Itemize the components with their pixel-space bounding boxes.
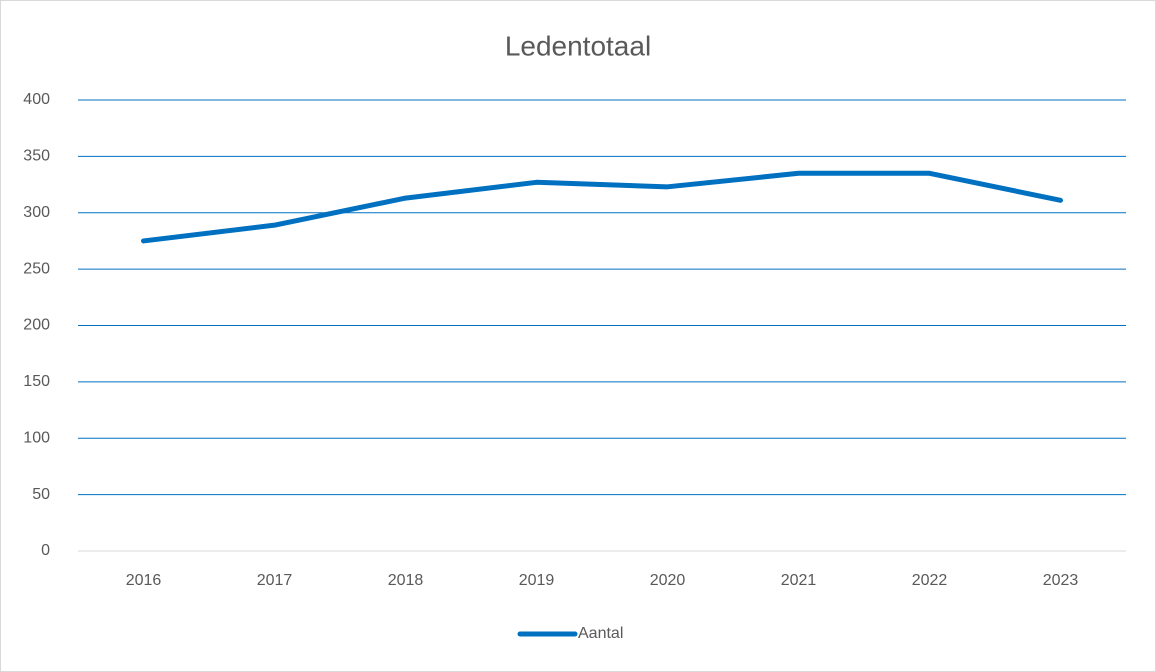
line-series — [141, 170, 1063, 244]
y-tick-label: 100 — [23, 429, 50, 446]
x-tick-label: 2020 — [650, 572, 686, 589]
y-tick-label: 350 — [23, 148, 50, 165]
x-tick-label: 2021 — [781, 572, 817, 589]
x-tick-label: 2023 — [1043, 572, 1079, 589]
y-tick-label: 50 — [32, 486, 50, 503]
x-tick-label: 2017 — [257, 572, 293, 589]
y-tick-label: 400 — [23, 91, 50, 108]
x-tick-label: 2018 — [388, 572, 424, 589]
y-tick-label: 300 — [23, 204, 50, 221]
legend-label: Aantal — [578, 625, 623, 642]
y-tick-label: 150 — [23, 373, 50, 390]
x-tick-label: 2016 — [126, 572, 162, 589]
y-tick-label: 250 — [23, 260, 50, 277]
y-tick-label: 200 — [23, 317, 50, 334]
x-tick-label: 2022 — [912, 572, 948, 589]
chart-title: Ledentotaal — [505, 30, 651, 61]
y-tick-label: 0 — [41, 542, 50, 559]
x-tick-label: 2019 — [519, 572, 555, 589]
